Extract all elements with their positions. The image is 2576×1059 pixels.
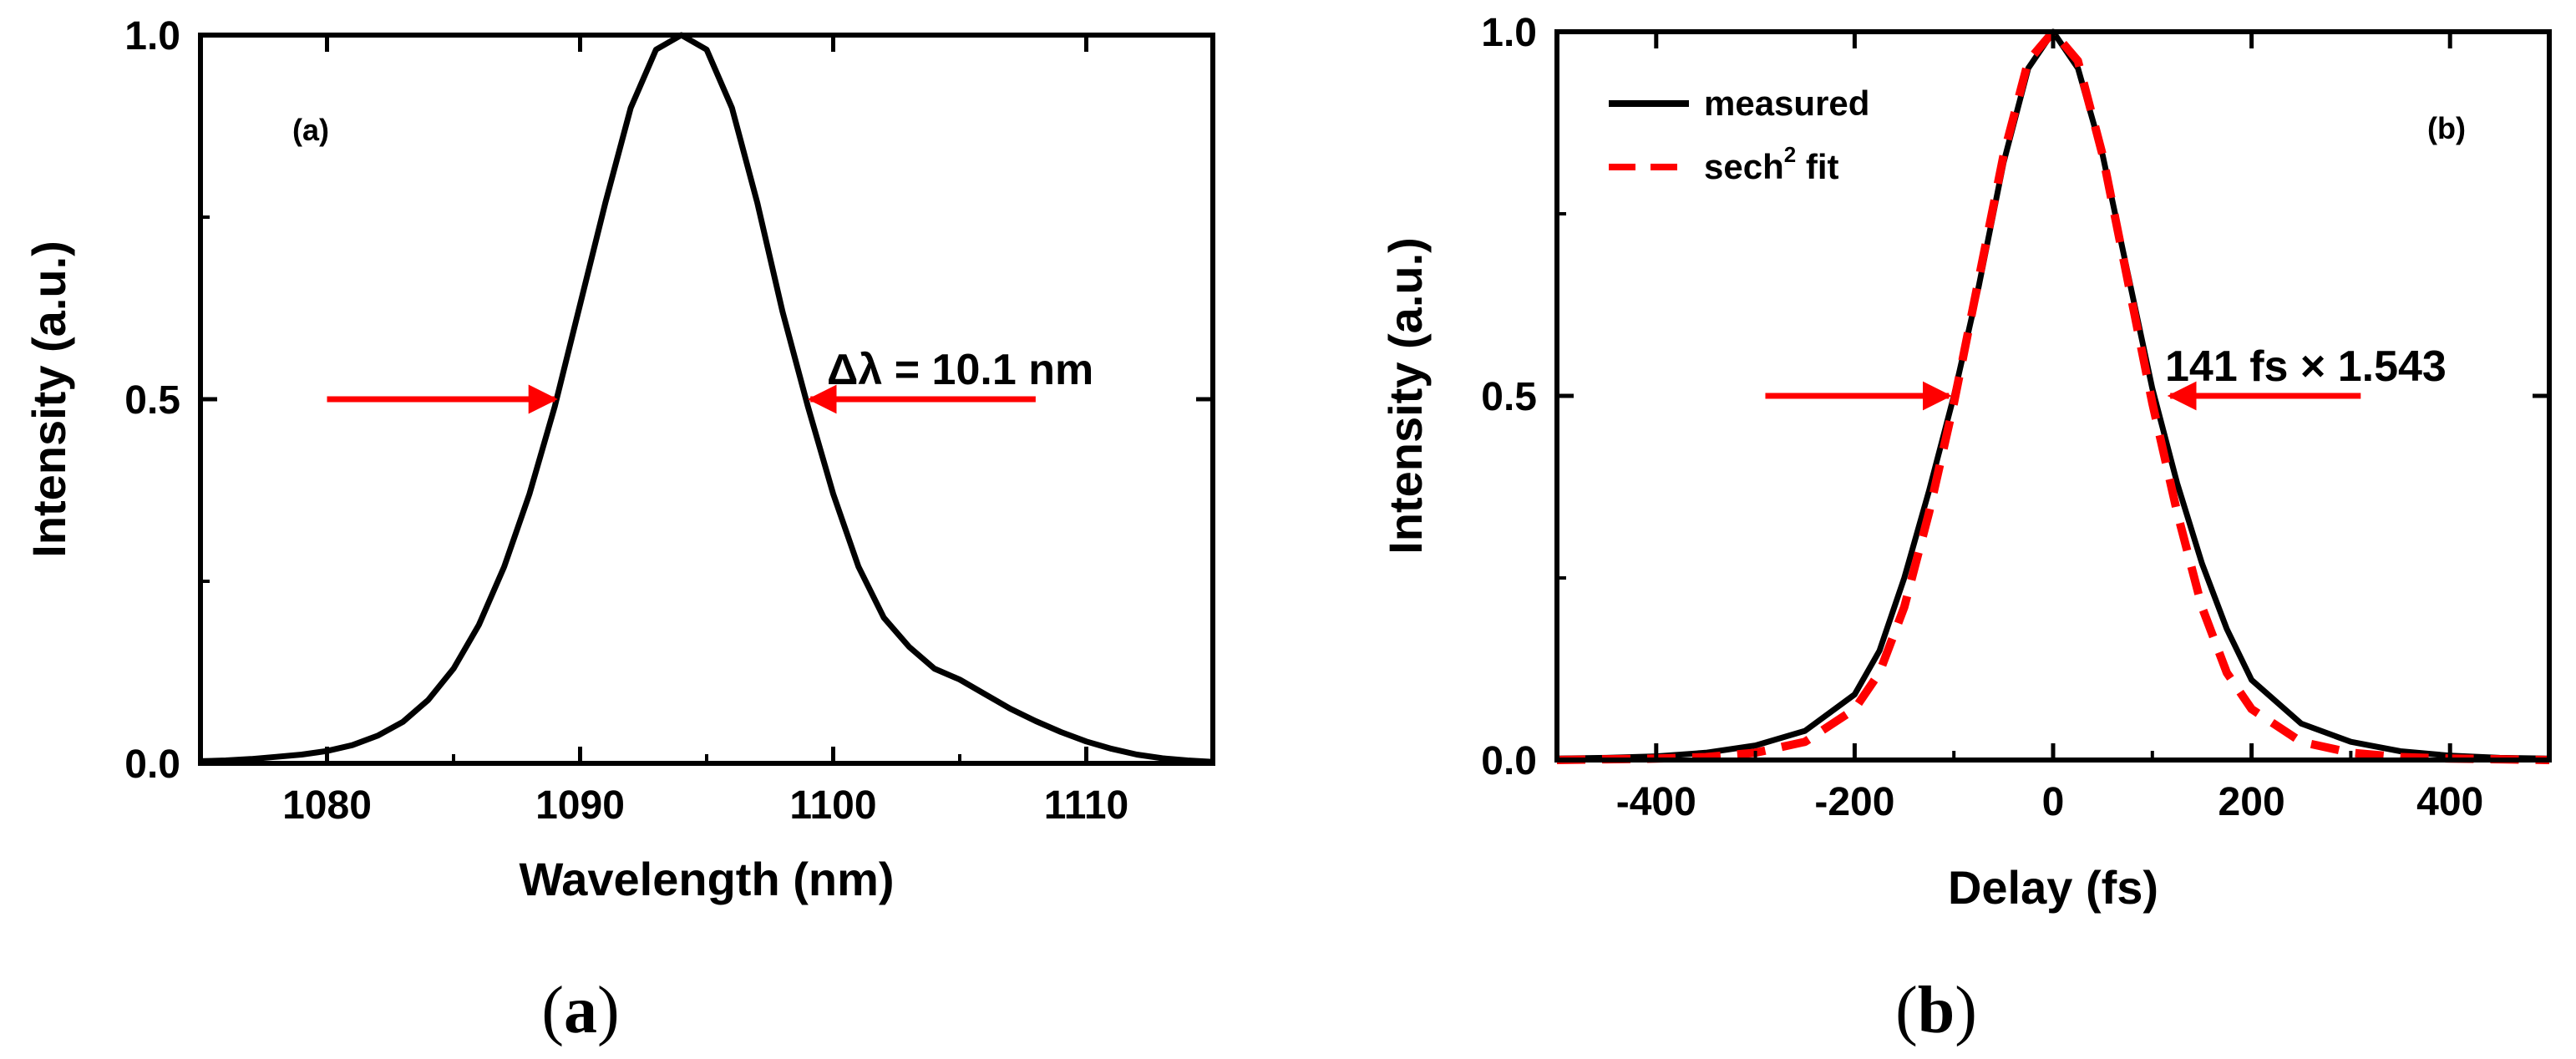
x-tick-label-a-3: 1110 <box>1044 783 1128 828</box>
legend-measured-label: measured <box>1704 84 1869 123</box>
ylabel-b: Intensity (a.u.) <box>1379 237 1432 555</box>
fwhm-annotation-b: 141 fs × 1.543 <box>2165 342 2447 391</box>
legend-fit-suffix: fit <box>1796 147 1838 186</box>
legend-b: measured sech2 fit <box>1609 84 1869 186</box>
x-tick-label-b-2: 0 <box>2042 780 2065 824</box>
series-line-a-0 <box>200 32 1214 765</box>
panel-a: 1080 1090 1100 1110 0.0 0.5 1.0 (a) Δλ = 10.1 … <box>23 14 1215 905</box>
xlabel-b: Delay (fs) <box>1948 861 2158 914</box>
caption-b-letter: b <box>1918 974 1955 1047</box>
caption-a-open: ( <box>541 974 564 1047</box>
plot-a-data <box>200 32 1214 765</box>
legend-fit-label: sech2 fit <box>1704 142 1839 186</box>
y-tick-label-a-2: 1.0 <box>124 14 180 58</box>
ticks-b: -400 -200 0 200 400 0.0 0.5 1.0 <box>1481 11 2549 824</box>
x-tick-label-b-3: 200 <box>2219 780 2285 824</box>
caption-a-close: ) <box>597 974 620 1047</box>
caption-b: (b) <box>1895 974 1977 1047</box>
panel-label-a: (a) <box>292 113 329 147</box>
panel-b: -400 -200 0 200 400 0.0 0.5 1.0 (b) 141 fs × 1.… <box>1379 11 2552 914</box>
legend-fit-sech: sech <box>1704 147 1784 186</box>
caption-a: (a) <box>541 974 619 1047</box>
caption-b-open: ( <box>1895 974 1918 1047</box>
y-tick-label-b-0: 0.0 <box>1481 739 1537 783</box>
x-tick-label-a-0: 1080 <box>282 783 372 828</box>
x-tick-label-a-2: 1100 <box>789 783 876 828</box>
y-tick-label-a-0: 0.0 <box>124 742 180 787</box>
y-tick-label-a-1: 0.5 <box>124 378 180 423</box>
y-tick-label-b-1: 0.5 <box>1481 375 1537 419</box>
y-tick-label-b-2: 1.0 <box>1481 11 1537 55</box>
xlabel-a: Wavelength (nm) <box>519 853 894 905</box>
plot-b-data <box>1556 28 2550 764</box>
frame-b <box>1554 29 2552 763</box>
caption-a-letter: a <box>564 974 597 1047</box>
legend-fit-superscript: 2 <box>1784 142 1796 167</box>
x-tick-label-b-0: -400 <box>1616 780 1696 824</box>
ylabel-a: Intensity (a.u.) <box>23 241 75 558</box>
fwhm-annotation-a: Δλ = 10.1 nm <box>827 346 1093 394</box>
ticks-a: 1080 1090 1100 1110 0.0 0.5 1.0 <box>124 14 1213 828</box>
panel-label-b: (b) <box>2427 111 2466 145</box>
caption-b-close: ) <box>1955 974 1977 1047</box>
series-line-b-0 <box>1556 28 2550 762</box>
series-line-b-1 <box>1556 28 2550 764</box>
x-tick-label-a-1: 1090 <box>535 783 625 828</box>
x-tick-label-b-4: 400 <box>2416 780 2483 824</box>
x-tick-label-b-1: -200 <box>1814 780 1894 824</box>
